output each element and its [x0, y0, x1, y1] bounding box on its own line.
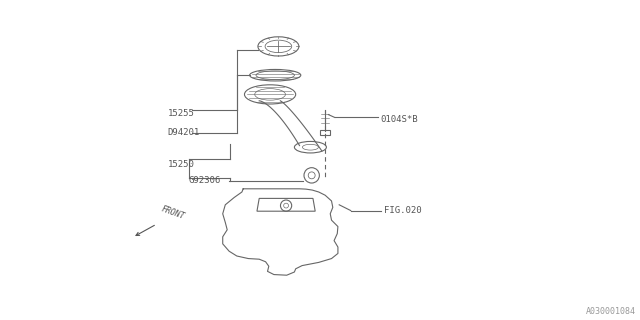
FancyBboxPatch shape	[320, 130, 330, 135]
Ellipse shape	[244, 85, 296, 104]
Text: A030001084: A030001084	[586, 307, 636, 316]
Ellipse shape	[250, 69, 301, 81]
Text: 15250: 15250	[168, 160, 195, 169]
Ellipse shape	[294, 141, 326, 153]
Text: D94201: D94201	[168, 128, 200, 137]
Text: G92306: G92306	[189, 176, 221, 185]
Text: FIG.020: FIG.020	[384, 206, 422, 215]
Text: 15255: 15255	[168, 109, 195, 118]
Text: FRONT: FRONT	[160, 204, 186, 221]
Circle shape	[304, 168, 319, 183]
Text: 0104S*B: 0104S*B	[381, 116, 419, 124]
